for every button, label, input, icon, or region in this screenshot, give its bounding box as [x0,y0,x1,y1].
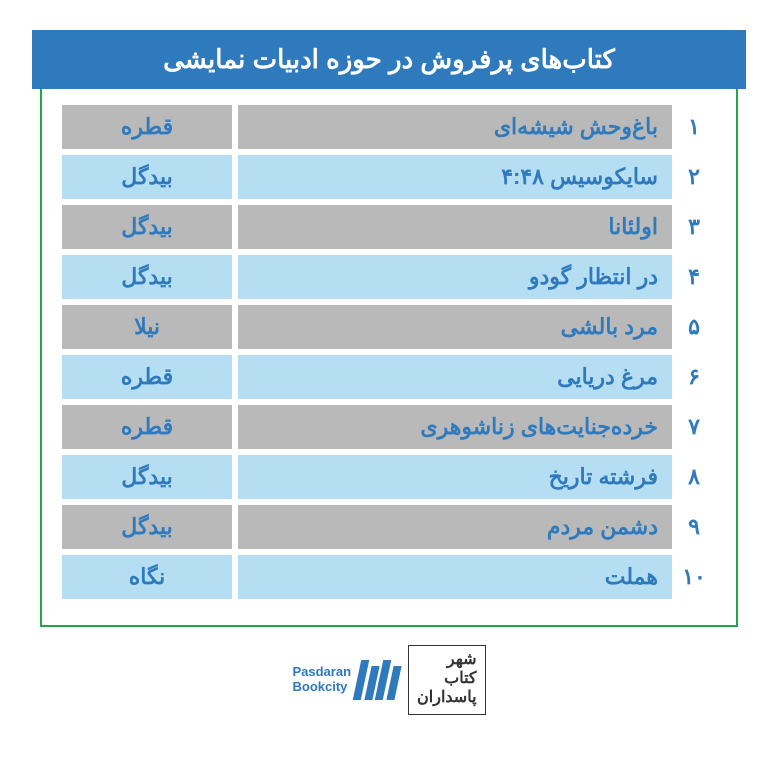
logo-en-text: Pasdaran Bookcity [292,665,351,694]
title-cell: باغ‌وحش شیشه‌ای [238,105,672,149]
logo-fa-line: پاسداران [417,688,477,707]
table-row: ۲ سایکوسیس ۴:۴۸ بیدگل [62,155,716,199]
rank-cell: ۸ [672,455,716,499]
rank-cell: ۳ [672,205,716,249]
publisher-cell: بیدگل [62,155,232,199]
table-row: ۷ خرده‌جنایت‌های زناشوهری قطره [62,405,716,449]
logo-fa-box: شهر کتاب پاسداران [408,645,486,715]
table-row: ۵ مرد بالشی نیلا [62,305,716,349]
rank-cell: ۵ [672,305,716,349]
bestseller-frame: کتاب‌های پرفروش در حوزه ادبیات نمایشی ۱ … [40,30,738,627]
title-cell: هملت [238,555,672,599]
table-row: ۹ دشمن مردم بیدگل [62,505,716,549]
title-cell: در انتظار گودو [238,255,672,299]
table-row: ۱ باغ‌وحش شیشه‌ای قطره [62,105,716,149]
publisher-cell: نگاه [62,555,232,599]
publisher-cell: بیدگل [62,255,232,299]
logo: شهر کتاب پاسداران Pasdaran Bookcity [40,645,738,715]
publisher-cell: قطره [62,105,232,149]
table-row: ۳ اولئانا بیدگل [62,205,716,249]
rank-cell: ۴ [672,255,716,299]
rank-cell: ۹ [672,505,716,549]
title-cell: سایکوسیس ۴:۴۸ [238,155,672,199]
table-row: ۸ فرشته تاریخ بیدگل [62,455,716,499]
rank-cell: ۱ [672,105,716,149]
logo-en-line: Bookcity [292,680,351,694]
logo-en-line: Pasdaran [292,665,351,679]
title-cell: مرد بالشی [238,305,672,349]
logo-en-box: Pasdaran Bookcity [292,660,398,700]
table-row: ۴ در انتظار گودو بیدگل [62,255,716,299]
table-row: ۶ مرغ دریایی قطره [62,355,716,399]
logo-fa-line: کتاب [417,669,477,688]
header-title: کتاب‌های پرفروش در حوزه ادبیات نمایشی [32,30,746,89]
rank-cell: ۱۰ [672,555,716,599]
title-cell: فرشته تاریخ [238,455,672,499]
publisher-cell: بیدگل [62,205,232,249]
rank-cell: ۶ [672,355,716,399]
title-cell: دشمن مردم [238,505,672,549]
bestseller-table: ۱ باغ‌وحش شیشه‌ای قطره ۲ سایکوسیس ۴:۴۸ ب… [62,105,716,599]
title-cell: مرغ دریایی [238,355,672,399]
books-icon [357,660,398,700]
logo-fa-line: شهر [417,650,477,669]
publisher-cell: قطره [62,405,232,449]
publisher-cell: بیدگل [62,455,232,499]
rank-cell: ۷ [672,405,716,449]
title-cell: خرده‌جنایت‌های زناشوهری [238,405,672,449]
publisher-cell: بیدگل [62,505,232,549]
publisher-cell: نیلا [62,305,232,349]
title-cell: اولئانا [238,205,672,249]
publisher-cell: قطره [62,355,232,399]
table-row: ۱۰ هملت نگاه [62,555,716,599]
rank-cell: ۲ [672,155,716,199]
